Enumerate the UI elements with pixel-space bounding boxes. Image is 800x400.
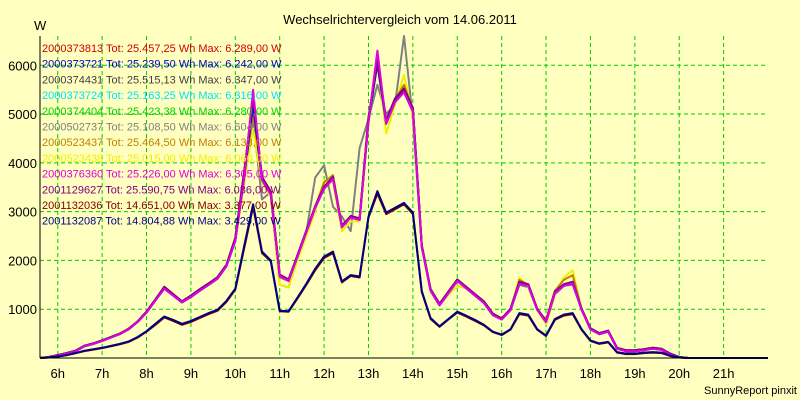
legend-entry: 2000373721 Tot: 25.239,50 Wh Max: 6.242,… — [42, 59, 282, 71]
legend-entry: 2001132036 Tot: 14.651,00 Wh Max: 3.377,… — [42, 200, 281, 212]
y-tick-label: 5000 — [8, 107, 37, 122]
legend-entry: 2000502737 Tot: 25.108,50 Wh Max: 6.604,… — [42, 122, 282, 134]
x-tick-label: 7h — [95, 366, 109, 381]
y-axis-unit-label: W — [34, 18, 47, 33]
series-line — [39, 190, 768, 359]
legend-entry: 2000374431 Tot: 25.515,13 Wh Max: 6.347,… — [42, 74, 282, 86]
y-tick-label: 3000 — [8, 205, 37, 220]
x-tick-label: 13h — [358, 366, 380, 381]
x-tick-label: 14h — [402, 366, 424, 381]
x-tick-label: 18h — [580, 366, 602, 381]
x-tick-label: 19h — [624, 366, 646, 381]
chart-title: Wechselrichtervergleich vom 14.06.2011 — [283, 12, 517, 27]
x-tick-label: 21h — [713, 366, 735, 381]
x-tick-label: 16h — [491, 366, 513, 381]
legend-entry: 2000373813 Tot: 25.457,25 Wh Max: 6.289,… — [42, 43, 282, 55]
series-line — [39, 49, 768, 359]
legend: 2000373813 Tot: 25.457,25 Wh Max: 6.289,… — [42, 43, 282, 228]
x-tick-label: 12h — [313, 366, 335, 381]
legend-entry: 2000374404 Tot: 25.423,38 Wh Max: 6.280,… — [42, 106, 282, 118]
y-axis-ticks: 1000 2000 3000 4000 5000 6000 — [8, 58, 37, 317]
legend-entry: 2000376360 Tot: 25.226,00 Wh Max: 6.305,… — [42, 169, 282, 181]
x-tick-label: 20h — [668, 366, 690, 381]
x-axis-ticks: 6h 7h 8h 9h 10h 11h 12h 13h 14h 15h 16h 17h 18h 19h 20… — [51, 366, 735, 381]
grid-lines — [40, 36, 768, 358]
legend-entry: 2000523438 Tot: 25.015,00 Wh Max: 6.060,… — [42, 153, 282, 165]
legend-entry: 2000523437 Tot: 25.464,50 Wh Max: 6.133,… — [42, 137, 282, 149]
x-tick-label: 8h — [139, 366, 153, 381]
series-lines — [39, 35, 768, 359]
footer-credit: SunnyReport pinxit — [704, 385, 797, 397]
y-tick-label: 6000 — [8, 58, 37, 73]
x-tick-label: 11h — [269, 366, 290, 381]
y-tick-label: 1000 — [8, 302, 37, 317]
legend-entry: 2000373724 Tot: 25.163,25 Wh Max: 6.316,… — [42, 90, 282, 102]
x-tick-label: 15h — [446, 366, 468, 381]
x-tick-label: 17h — [535, 366, 557, 381]
y-tick-label: 4000 — [8, 156, 37, 171]
y-tick-label: 2000 — [8, 253, 37, 268]
x-tick-label: 9h — [184, 366, 198, 381]
x-tick-label: 6h — [51, 366, 65, 381]
legend-entry: 2001132087 Tot: 14.804,88 Wh Max: 3.429,… — [42, 216, 281, 228]
x-tick-label: 10h — [224, 366, 246, 381]
legend-entry: 2001129627 Tot: 25.590,75 Wh Max: 6.086,… — [42, 184, 281, 196]
